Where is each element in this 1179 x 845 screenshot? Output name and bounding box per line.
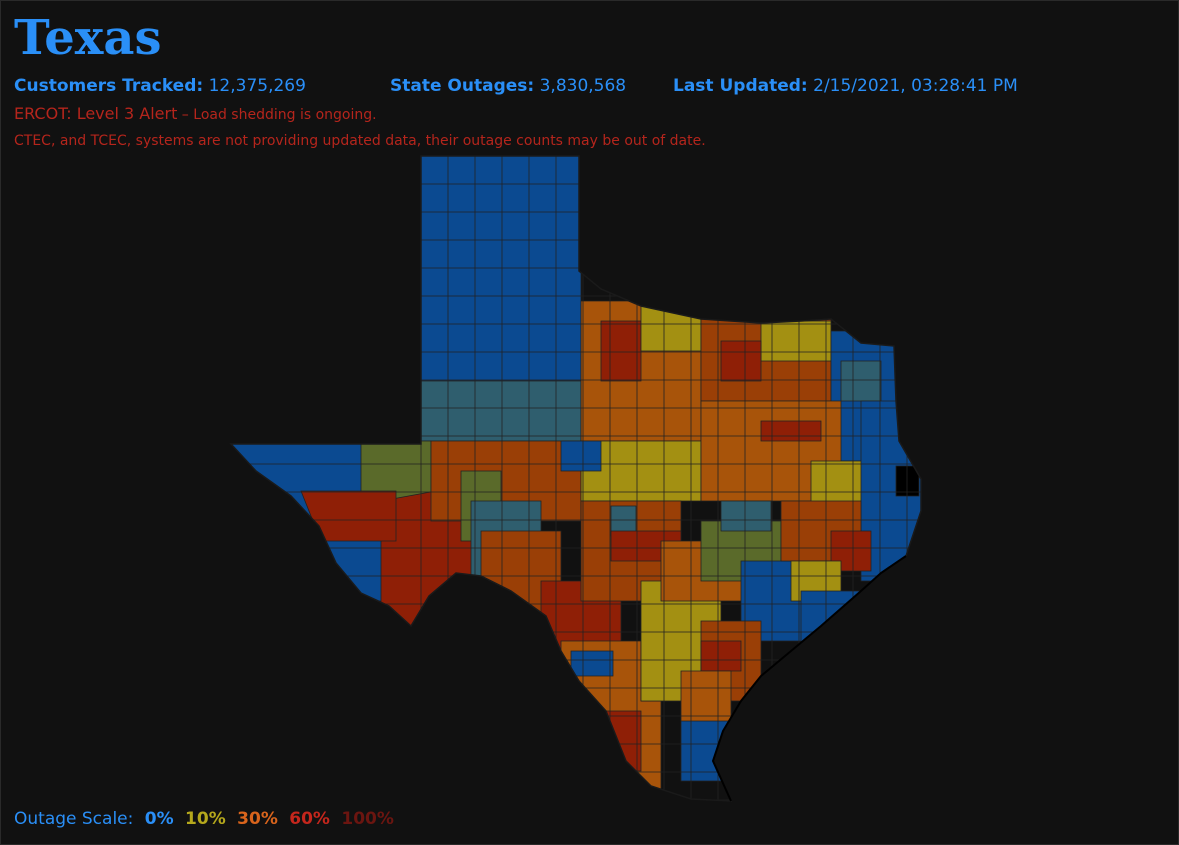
scale-stop-100: 100%: [341, 809, 394, 829]
state-outages-value: 3,830,568: [539, 76, 627, 96]
last-updated-stat: Last Updated: 2/15/2021, 03:28:41 PM: [673, 75, 1018, 97]
stale-data-notice: CTEC, and TCEC, systems are not providin…: [14, 133, 706, 149]
region-webb[interactable]: [570, 650, 614, 677]
ercot-alert: ERCOT: Level 3 Alert – Load shedding is …: [14, 104, 377, 123]
last-updated-label: Last Updated:: [673, 76, 808, 96]
region-gulf-coast[interactable]: [800, 590, 902, 662]
region-aransas[interactable]: [680, 670, 732, 722]
outage-scale-legend: Outage Scale: 0% 10% 30% 60% 100%: [14, 809, 394, 829]
state-outages-stat: State Outages: 3,830,568: [390, 75, 626, 97]
scale-stop-60: 60%: [289, 809, 330, 829]
region-victoria-red[interactable]: [700, 640, 742, 672]
region-rolling-red[interactable]: [600, 320, 642, 382]
region-travis[interactable]: [720, 500, 772, 532]
page-title: Texas: [14, 10, 162, 66]
region-south-plains[interactable]: [420, 380, 582, 442]
scale-stop-0: 0%: [144, 809, 174, 829]
customers-tracked-stat: Customers Tracked: 12,375,269: [14, 75, 306, 97]
state-outages-label: State Outages:: [390, 76, 535, 96]
region-north-red[interactable]: [720, 340, 762, 382]
county-regions: [231, 151, 921, 801]
region-north-yellow[interactable]: [760, 320, 832, 362]
ercot-alert-main: ERCOT: Level 3 Alert: [14, 104, 178, 123]
last-updated-value: 2/15/2021, 03:28:41 PM: [813, 76, 1018, 96]
region-central-blue[interactable]: [560, 440, 602, 472]
region-presidio[interactable]: [300, 490, 397, 542]
region-sabine[interactable]: [895, 465, 920, 497]
outage-scale-label: Outage Scale:: [14, 809, 134, 829]
scale-stop-10: 10%: [185, 809, 226, 829]
coastline: [711, 555, 907, 802]
region-starr[interactable]: [600, 710, 642, 772]
scale-stop-30: 30%: [237, 809, 278, 829]
region-central-red[interactable]: [760, 420, 822, 442]
region-panhandle[interactable]: [420, 151, 582, 382]
ercot-alert-detail: – Load shedding is ongoing.: [177, 107, 377, 123]
region-northeast-teal[interactable]: [840, 360, 882, 402]
customers-tracked-value: 12,375,269: [208, 76, 306, 96]
customers-tracked-label: Customers Tracked:: [14, 76, 204, 96]
